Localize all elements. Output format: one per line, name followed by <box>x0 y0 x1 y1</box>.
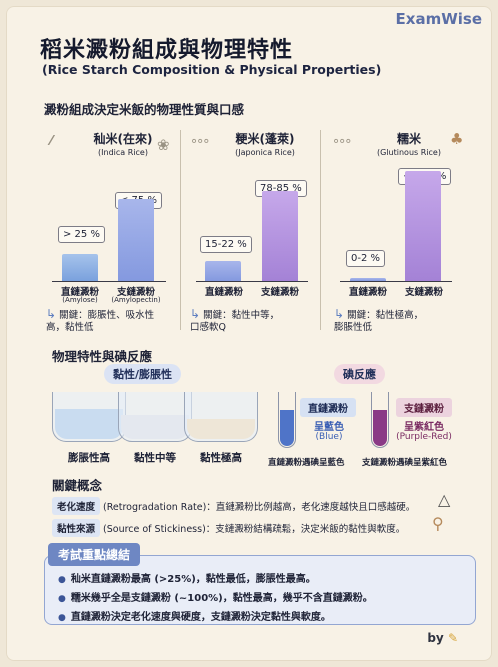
beaker-high-swelling <box>52 392 126 442</box>
test-tube-purple <box>371 392 389 448</box>
column-divider <box>320 130 321 330</box>
beaker-label: 膨脹性高 <box>68 452 110 464</box>
author-icon: ✎ <box>447 631 458 645</box>
beaker-liquid <box>55 409 123 439</box>
chart-axis <box>340 281 452 282</box>
bar-amylose-glutinous <box>350 278 386 281</box>
bar-label-amylopectin: 支鏈澱粉 <box>404 287 443 298</box>
key-note-indica: ↳ 關鍵：膨脹性、吸水性 高，黏性低 <box>46 307 155 333</box>
rice-name-indica: 秈米(在來) <box>93 132 153 146</box>
rice-grains-icon: ⁄⁄⁄⁄ <box>50 134 52 149</box>
rice-name-glutinous: 糯米 <box>396 132 421 146</box>
section-concepts-title: 關鍵概念 <box>52 478 103 493</box>
bar-label-amylopectin: 支鏈澱粉 <box>116 287 155 298</box>
bar-label-amylose: 直鏈澱粉 <box>204 287 243 298</box>
rice-dumpling-icon: ♣ <box>450 130 464 148</box>
blue-result: 呈藍色 <box>314 422 344 433</box>
column-divider <box>180 130 181 330</box>
tube-liquid <box>280 410 294 446</box>
bar-amylose-japonica <box>205 260 241 281</box>
rice-english-glutinous: (Glutinous Rice) <box>377 148 441 157</box>
chart-axis <box>52 281 166 282</box>
concept-text: (Source of Stickiness)：支鏈澱粉結構疏鬆，決定米飯的黏性與… <box>103 524 406 535</box>
purple-result: 呈紫紅色 <box>404 422 444 433</box>
blue-result-eng: (Blue) <box>315 432 343 442</box>
iodine-purple-statement: 支鏈澱粉遇碘呈紫紅色 <box>362 458 448 468</box>
bar-label-amylopectin: 支鏈澱粉 <box>260 287 299 298</box>
spoon-icon: ⚲ <box>432 514 444 533</box>
bar-label-amylose: 直鏈澱粉 <box>60 287 99 298</box>
beaker-high-viscosity <box>184 392 258 442</box>
bar-amylopectin-indica <box>118 198 154 281</box>
beaker-label: 黏性極高 <box>200 452 242 464</box>
key-note-glutinous: ↳ 關鍵：黏性極高， 膨脹性低 <box>334 307 424 333</box>
purple-result-eng: (Purple-Red) <box>396 432 452 442</box>
amylose-value-bubble: > 25 % <box>58 226 105 243</box>
amylose-tag: 直鏈澱粉 <box>300 398 356 417</box>
amylose-value-bubble: 0-2 % <box>346 250 386 267</box>
concept-key: 老化速度 <box>52 497 101 515</box>
bar-label-amylose: 直鏈澱粉 <box>348 287 387 298</box>
test-tube-blue <box>278 392 296 448</box>
arrow-icon: ↳ <box>190 307 201 321</box>
rice-name-japonica: 粳米(蓬萊) <box>235 132 295 146</box>
summary-item: 直鏈澱粉決定老化速度與硬度，支鏈澱粉決定黏性與軟度。 <box>58 608 331 623</box>
bar-sublabel-amylose: (Amylose) <box>62 296 98 304</box>
iodine-pill: 碘反應 <box>334 364 385 384</box>
tube-liquid <box>373 410 387 446</box>
beaker-label: 黏性中等 <box>134 452 176 464</box>
concept-stickiness: 黏性來源 (Source of Stickiness)：支鏈澱粉結構疏鬆，決定米飯… <box>52 519 405 537</box>
amylose-value-bubble: 15-22 % <box>200 236 252 253</box>
viscosity-pill: 黏性/膨脹性 <box>104 364 182 384</box>
rice-english-japonica: (Japonica Rice) <box>235 148 295 157</box>
beaker-liquid <box>121 415 189 439</box>
by-label: by ✎ <box>427 631 458 645</box>
page-title: 稻米澱粉組成與物理特性 <box>40 38 294 63</box>
beaker-medium-viscosity <box>118 392 192 442</box>
summary-item: 糯米幾乎全是支鏈澱粉 (~100%)，黏性最高，幾乎不含直鏈澱粉。 <box>58 589 373 604</box>
arrow-icon: ↳ <box>334 307 345 321</box>
rice-grains-icon: ∘∘∘ <box>190 134 210 149</box>
concept-text: (Retrogradation Rate)：直鏈澱粉比例越高，老化速度越快且口感… <box>103 502 416 513</box>
rice-grains-icon: ∘∘∘ <box>332 134 352 149</box>
page-subtitle: (Rice Starch Composition & Physical Prop… <box>42 62 382 77</box>
rice-ball-icon: △ <box>438 490 450 509</box>
bar-sublabel-amylopectin: (Amylopectin) <box>111 296 161 304</box>
section-composition-title: 澱粉組成決定米飯的物理性質與口感 <box>44 102 245 117</box>
bar-amylose-indica <box>62 253 98 281</box>
summary-title: 考試重點總結 <box>48 543 141 566</box>
key-note-japonica: ↳ 關鍵：黏性中等， 口感軟Q <box>190 307 280 333</box>
concept-retrogradation: 老化速度 (Retrogradation Rate)：直鏈澱粉比例越高，老化速度越… <box>52 497 415 515</box>
summary-item: 秈米直鏈澱粉最高 (>25%)，黏性最低，膨脹性最高。 <box>58 570 316 585</box>
amylopectin-tag: 支鏈澱粉 <box>396 398 452 417</box>
iodine-blue-statement: 直鏈澱粉遇碘呈藍色 <box>268 458 345 468</box>
section-properties-title: 物理特性與碘反應 <box>52 349 153 364</box>
brand-logo: ExamWise <box>395 10 482 28</box>
concept-key: 黏性來源 <box>52 519 101 537</box>
arrow-icon: ↳ <box>46 307 57 321</box>
rice-english-indica: (Indica Rice) <box>98 148 148 157</box>
bar-amylopectin-glutinous <box>405 171 441 281</box>
chart-axis <box>196 281 308 282</box>
bar-amylopectin-japonica <box>262 191 298 281</box>
beaker-liquid <box>187 419 255 439</box>
cooked-rice-icon: ❀ <box>157 136 170 154</box>
